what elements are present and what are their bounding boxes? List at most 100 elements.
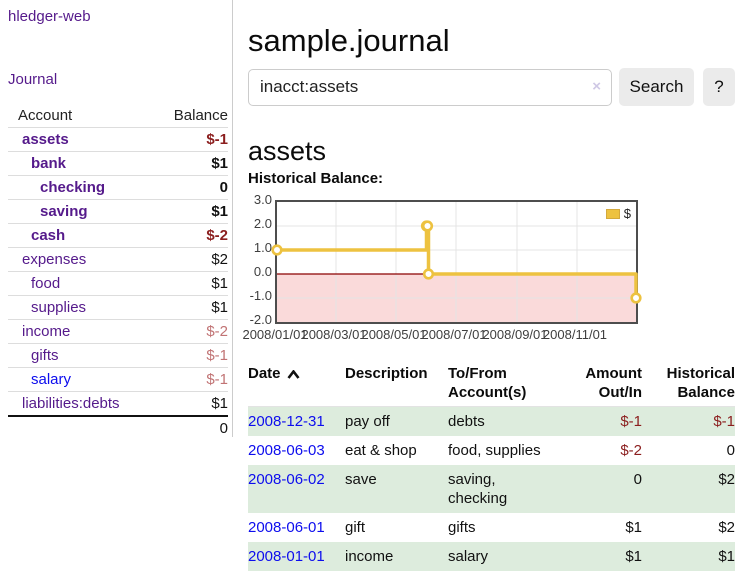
transaction-date-link[interactable]: 2008-06-01 [248, 519, 325, 536]
account-balance: $-2 [156, 319, 228, 344]
transaction-balance: $2 [718, 519, 735, 536]
account-balance: $1 [156, 295, 228, 320]
account-row: assets $-1 [8, 127, 228, 152]
transaction-description: save [345, 465, 448, 513]
transaction-description: eat & shop [345, 442, 417, 459]
account-link[interactable]: assets [22, 131, 69, 148]
transaction-date-link[interactable]: 2008-01-01 [248, 548, 325, 565]
transaction-balance: 0 [726, 442, 735, 459]
y-tick-label: 3.0 [253, 192, 272, 207]
account-link[interactable]: expenses [22, 251, 87, 268]
account-link[interactable]: income [22, 323, 71, 340]
transaction-accounts: debts [448, 406, 560, 436]
account-balance: $2 [156, 247, 228, 272]
search-form: × Search ? [248, 68, 735, 106]
transaction-accounts: saving, checking [448, 465, 560, 513]
transaction-date-link[interactable]: 2008-06-02 [248, 471, 325, 488]
register-table: Date Description To/From Account(s) Amou… [248, 362, 735, 571]
x-tick-label: 2008/03/01 [301, 327, 367, 342]
account-balance: $-1 [156, 127, 228, 152]
y-tick-label: 1.0 [253, 240, 272, 255]
account-row: liabilities:debts $1 [8, 391, 228, 417]
account-link[interactable]: supplies [31, 299, 87, 316]
brand-link[interactable]: hledger-web [8, 8, 91, 25]
account-row: gifts $-1 [8, 343, 228, 368]
transaction-description: pay off [345, 406, 448, 436]
transaction-balance: $1 [642, 542, 735, 571]
register-table-body: 2008-12-31 pay off debts $-1 $-1 2008-06-03 ea… [248, 406, 735, 571]
account-link[interactable]: liabilities:debts [22, 395, 120, 412]
account-link[interactable]: bank [31, 155, 67, 172]
register-col-amount: Amount Out/In [560, 362, 642, 407]
transaction-date-link[interactable]: 2008-06-03 [248, 442, 325, 459]
accounts-total-row: 0 [8, 415, 228, 440]
x-tick-label: 2008/01/01 [242, 327, 308, 342]
account-row: salary $-1 [8, 367, 228, 392]
transaction-accounts: gifts [448, 519, 476, 536]
accounts-table: Account Balance assets $-1 bank $1 checking 0… [8, 104, 228, 440]
transaction-row: 2008-06-01 gift gifts $1 $2 [248, 513, 735, 542]
help-button[interactable]: ? [702, 68, 735, 106]
search-input[interactable] [248, 68, 612, 106]
register-col-tofrom: To/From Account(s) [448, 362, 560, 407]
account-link[interactable]: cash [31, 227, 66, 244]
legend-swatch [605, 208, 620, 219]
account-row: bank $1 [8, 151, 228, 176]
x-tick-label: 2008/09/01 [482, 327, 548, 342]
account-row: cash $-2 [8, 223, 228, 248]
account-balance: $1 [156, 199, 228, 224]
y-tick-label: -1.0 [249, 288, 272, 303]
transaction-accounts: salary [448, 542, 560, 571]
account-row: food $1 [8, 271, 228, 296]
register-col-balance: Historical Balance [642, 362, 735, 407]
chart-canvas [271, 202, 642, 322]
y-tick-label: -2.0 [249, 312, 272, 327]
search-button[interactable]: Search [619, 68, 694, 106]
transaction-amount: $1 [560, 542, 642, 571]
transaction-amount: $-1 [560, 406, 642, 436]
account-balance: $1 [156, 271, 228, 296]
chart-title: Historical Balance: [248, 170, 384, 187]
x-tick-label: 2008/07/01 [421, 327, 487, 342]
account-row: checking 0 [8, 175, 228, 200]
register-col-date[interactable]: Date [248, 362, 345, 407]
transaction-description: income [345, 542, 448, 571]
account-link[interactable]: food [31, 275, 61, 292]
transaction-date-link[interactable]: 2008-12-31 [248, 413, 325, 430]
main-content: sample.journal × Search ? assets Histori… [242, 0, 735, 582]
transaction-balance: $2 [642, 465, 735, 513]
sidebar-item-journal[interactable]: Journal [8, 71, 58, 88]
account-row: income $-2 [8, 319, 228, 344]
transaction-row: 2008-01-01 income salary $1 $1 [248, 542, 735, 571]
x-tick-label: 2008/11/01 [542, 327, 608, 342]
accounts-total-value: 0 [156, 415, 228, 440]
x-tick-label: 2008/05/01 [361, 327, 427, 342]
y-tick-label: 0.0 [253, 264, 272, 279]
transaction-row: 2008-06-03 eat & shop food, supplies $-2 0 [248, 436, 735, 465]
chart-plot-area: $ [271, 200, 642, 324]
sidebar: hledger-web Journal Account Balance asse… [0, 0, 233, 440]
transaction-amount: 0 [560, 465, 642, 513]
account-heading: assets [248, 136, 327, 167]
accounts-col-balance: Balance [156, 104, 228, 128]
account-link[interactable]: checking [40, 179, 106, 196]
chart-legend: $ [603, 205, 633, 222]
transaction-balance: $-1 [642, 406, 735, 436]
clear-search-icon[interactable]: × [592, 77, 601, 95]
account-link[interactable]: salary [31, 371, 72, 388]
sort-ascending-icon [286, 369, 300, 379]
historical-balance-chart: $ 3.0 2.0 1.0 0.0 -1.0 -2.0 2008/01/01 2008/03… [242, 192, 735, 345]
accounts-table-body: assets $-1 bank $1 checking 0 saving $1 cash $-2 e… [8, 127, 228, 417]
account-balance: $1 [156, 391, 228, 417]
transaction-accounts: food, supplies [448, 442, 541, 459]
account-link[interactable]: saving [40, 203, 88, 220]
transaction-amount: $-2 [620, 442, 642, 459]
account-balance: 0 [156, 175, 228, 200]
transaction-row: 2008-06-02 save saving, checking 0 $2 [248, 465, 735, 513]
account-link[interactable]: gifts [31, 347, 59, 364]
page-title: sample.journal [248, 22, 450, 58]
account-balance: $1 [156, 151, 228, 176]
register-col-description: Description [345, 362, 448, 407]
accounts-col-account: Account [8, 104, 157, 128]
account-balance: $-1 [156, 367, 228, 392]
